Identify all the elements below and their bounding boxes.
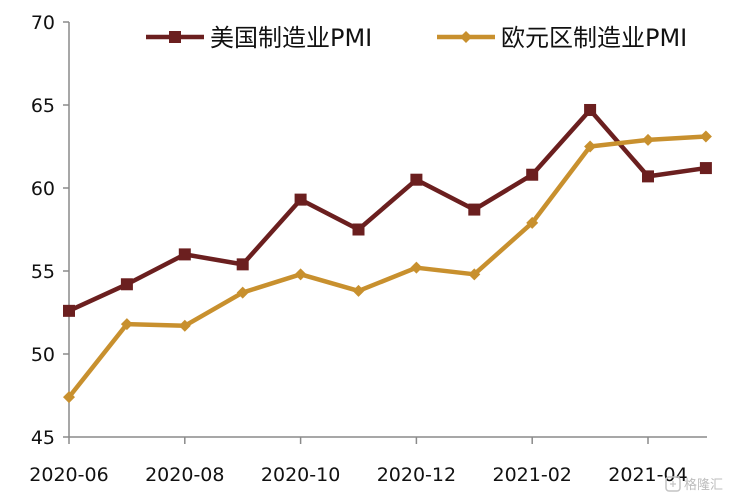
x-tick-label: 2021-02	[493, 464, 572, 486]
data-point-marker	[410, 173, 423, 186]
legend-item-1: 美国制造业PMI	[146, 24, 372, 52]
data-point-marker	[352, 223, 365, 236]
data-point-marker	[699, 130, 712, 143]
data-point-marker	[642, 170, 654, 183]
series-layer	[63, 103, 712, 404]
y-tick-label: 45	[31, 427, 55, 449]
series-1	[63, 103, 712, 317]
data-point-marker	[584, 140, 597, 153]
data-point-marker	[699, 162, 712, 175]
x-tick-label: 2020-10	[261, 464, 340, 486]
data-point-marker	[120, 318, 133, 331]
y-tick-label: 65	[31, 95, 55, 117]
legend: 美国制造业PMI 欧元区制造业PMI	[146, 24, 687, 52]
data-point-marker	[63, 391, 75, 404]
legend-label: 美国制造业PMI	[210, 24, 372, 52]
x-tick-label: 2020-06	[29, 464, 108, 486]
data-point-marker	[178, 248, 191, 261]
gelonghui-logo-icon	[665, 476, 681, 492]
data-point-marker	[642, 133, 654, 146]
legend-marker	[460, 31, 472, 43]
y-tick-label: 50	[31, 344, 55, 366]
legend-label: 欧元区制造业PMI	[501, 24, 687, 52]
data-point-marker	[526, 216, 539, 229]
data-point-marker	[294, 193, 307, 206]
data-point-marker	[120, 278, 133, 291]
data-point-marker	[352, 284, 365, 297]
data-point-marker	[294, 268, 307, 281]
data-point-marker	[236, 286, 249, 299]
data-point-marker	[236, 258, 249, 271]
series-2	[63, 130, 712, 404]
legend-marker	[169, 31, 181, 43]
y-tick-label: 55	[31, 261, 55, 283]
axes: 45 50 55 60 65 70 2020-06 2020-08 2020-10 2020-12…	[29, 12, 707, 486]
y-tick-label: 70	[31, 12, 55, 34]
x-tick-label: 2021-04	[608, 464, 687, 486]
data-point-marker	[468, 203, 481, 216]
data-point-marker	[468, 268, 481, 281]
data-point-marker	[584, 103, 597, 116]
x-tick-label: 2020-08	[145, 464, 224, 486]
series-line	[67, 134, 707, 399]
legend-item-2: 欧元区制造业PMI	[437, 24, 687, 52]
watermark: 格隆汇	[665, 476, 723, 493]
data-point-marker	[526, 168, 539, 181]
data-point-marker	[410, 261, 423, 274]
data-point-marker	[63, 304, 75, 317]
x-tick-label: 2020-12	[377, 464, 456, 486]
watermark-text: 格隆汇	[684, 477, 723, 493]
y-tick-label: 60	[31, 178, 55, 200]
series-line	[68, 107, 707, 313]
data-point-marker	[178, 319, 191, 332]
